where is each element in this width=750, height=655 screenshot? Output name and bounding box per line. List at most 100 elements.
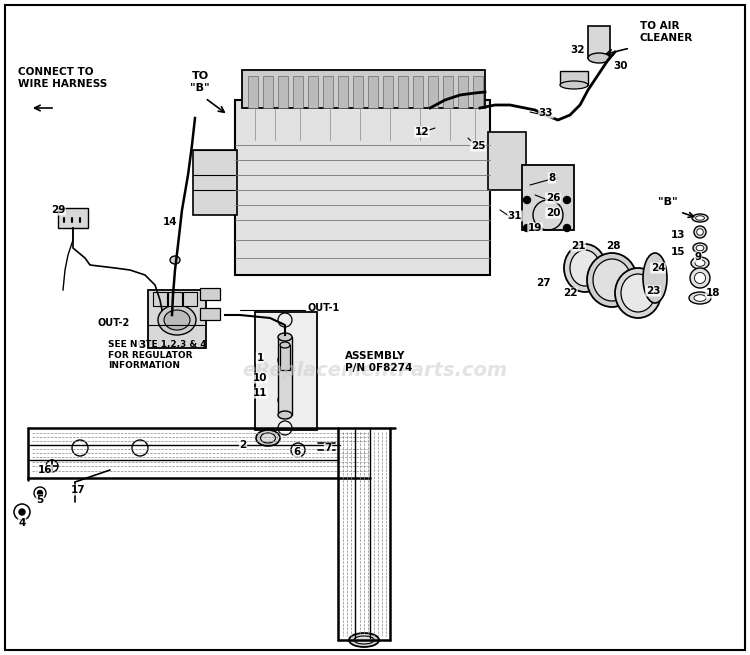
Bar [263,76,273,108]
Bar [458,76,468,108]
Ellipse shape [691,257,709,269]
Ellipse shape [278,333,292,341]
Text: 11: 11 [253,388,267,398]
Bar [560,71,588,85]
Ellipse shape [694,272,706,284]
Bar [280,345,290,370]
Ellipse shape [560,81,588,89]
Ellipse shape [692,214,708,222]
Ellipse shape [280,342,290,348]
Ellipse shape [256,430,280,446]
Text: 14: 14 [163,217,177,227]
Bar [323,76,333,108]
Ellipse shape [694,226,706,238]
Text: "B": "B" [658,197,678,207]
Circle shape [524,196,530,204]
Text: 10: 10 [253,373,267,383]
Text: 27: 27 [536,278,550,288]
Ellipse shape [158,305,196,335]
Bar [522,165,574,230]
Text: 19: 19 [528,223,542,233]
Text: 1: 1 [256,353,264,363]
Text: 7: 7 [324,443,332,453]
Bar [278,76,288,108]
Bar [148,290,206,348]
Text: 18: 18 [706,288,720,298]
Text: 21: 21 [571,241,585,251]
Bar [235,100,490,275]
Bar [308,76,318,108]
Ellipse shape [164,310,190,330]
Ellipse shape [621,274,655,312]
Bar [200,288,220,300]
Ellipse shape [694,295,706,301]
Bar [193,150,237,215]
Circle shape [563,225,571,231]
Ellipse shape [354,636,374,644]
Bar [293,76,303,108]
Bar [58,208,88,228]
Circle shape [563,196,571,204]
Circle shape [19,509,25,515]
Bar [588,26,610,58]
Bar [242,70,485,108]
Text: 30: 30 [614,61,628,71]
Bar [368,76,378,108]
Text: 15: 15 [670,247,686,257]
Text: TO AIR
CLEANER: TO AIR CLEANER [640,21,693,43]
Text: 33: 33 [538,108,554,118]
Text: CONNECT TO
WIRE HARNESS: CONNECT TO WIRE HARNESS [18,67,107,89]
Bar [353,76,363,108]
Bar [183,292,197,306]
Bar [153,292,167,306]
Bar [488,132,526,190]
Ellipse shape [588,53,610,63]
Text: 26: 26 [546,193,560,203]
Ellipse shape [695,259,705,267]
Ellipse shape [349,633,379,647]
Text: eReplacementParts.com: eReplacementParts.com [242,360,508,379]
Text: 24: 24 [651,263,665,273]
Text: 31: 31 [508,211,522,221]
Bar [473,76,483,108]
Ellipse shape [593,259,631,301]
Ellipse shape [260,433,275,443]
Text: 13: 13 [670,230,686,240]
Ellipse shape [278,411,292,419]
Text: 8: 8 [548,173,556,183]
Ellipse shape [570,250,600,286]
Bar [255,312,317,430]
Text: OUT-2: OUT-2 [98,318,130,328]
Bar [428,76,438,108]
Ellipse shape [693,243,707,253]
Text: 25: 25 [471,141,485,151]
Text: 2: 2 [239,440,247,450]
Text: 28: 28 [606,241,620,251]
Ellipse shape [587,253,637,307]
Text: 22: 22 [562,288,578,298]
Text: 32: 32 [571,45,585,55]
Circle shape [524,225,530,231]
Text: 9: 9 [694,252,701,262]
Circle shape [38,491,43,495]
Bar [383,76,393,108]
Ellipse shape [643,253,667,303]
Ellipse shape [170,256,180,264]
Ellipse shape [615,268,661,318]
Text: 12: 12 [415,127,429,137]
Text: 3: 3 [138,340,146,350]
Ellipse shape [564,244,606,292]
Text: 20: 20 [546,208,560,218]
Ellipse shape [695,215,704,220]
Ellipse shape [697,229,703,235]
Bar [200,308,220,320]
Text: 5: 5 [36,495,44,505]
Text: 29: 29 [51,205,65,215]
Bar [338,76,348,108]
Text: 6: 6 [293,447,301,457]
Bar [278,337,292,415]
Text: 4: 4 [18,518,26,528]
Ellipse shape [689,292,711,304]
Text: 17: 17 [70,485,86,495]
Text: SEE NOTE 1,2,3 & 4
FOR REGULATOR
INFORMATION: SEE NOTE 1,2,3 & 4 FOR REGULATOR INFORMA… [108,340,206,370]
